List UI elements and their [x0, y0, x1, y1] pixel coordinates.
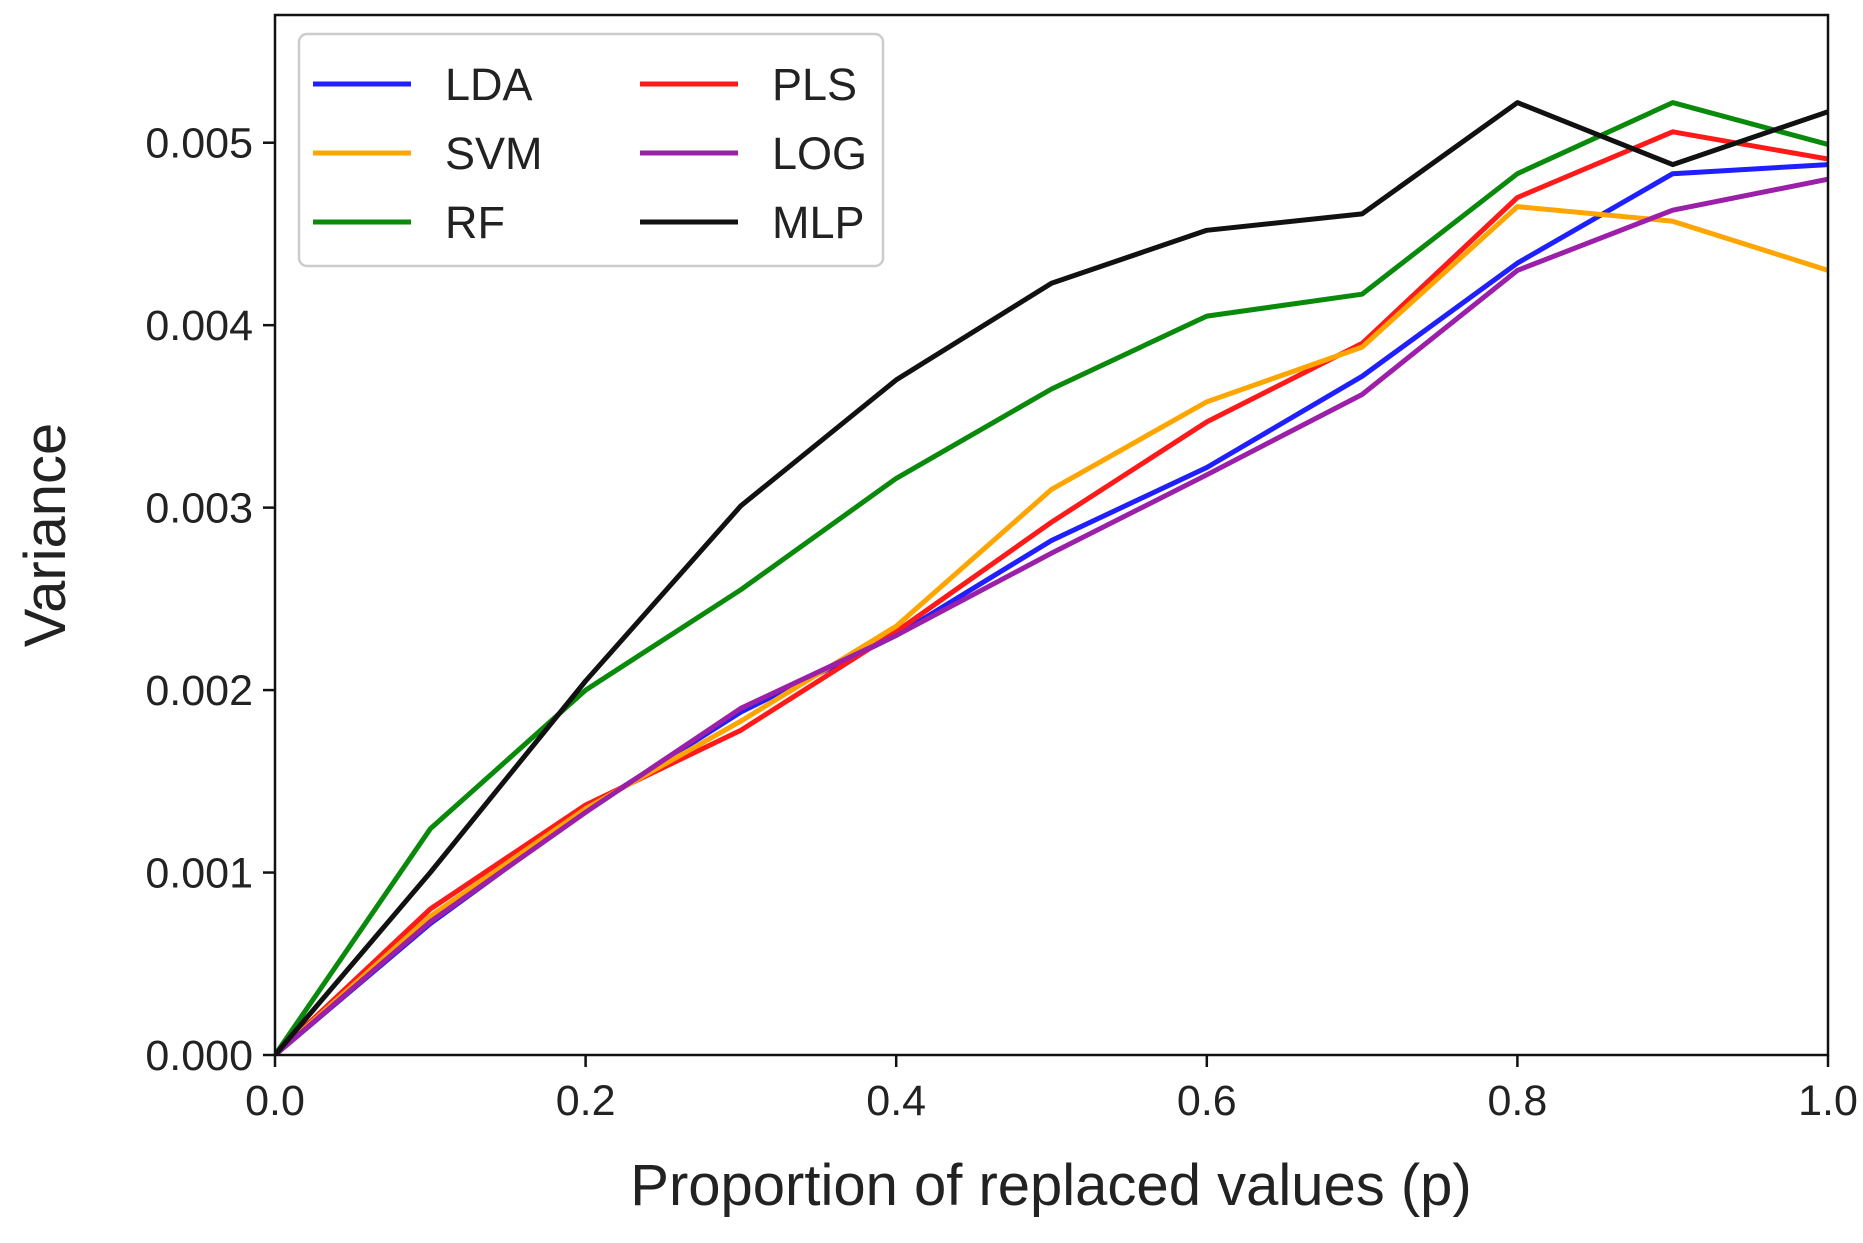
series-line-rf	[275, 100, 1828, 1055]
x-tick-label: 0.8	[1488, 1077, 1548, 1125]
y-axis-title: Variance	[13, 423, 78, 648]
tick-layer: 0.0 0.2 0.4 0.6 0.8 1.0 0.000 0.001 0.002 0.003 0.…	[145, 120, 1858, 1125]
legend-label-mlp: MLP	[772, 197, 865, 248]
series-layer	[275, 100, 1828, 1055]
series-line-svm	[275, 204, 1828, 1055]
y-tick-label: 0.004	[145, 302, 253, 350]
series-line-log	[275, 176, 1828, 1055]
series-line-pls	[275, 129, 1828, 1055]
legend-label-log: LOG	[772, 128, 867, 179]
legend: LDA SVM RF PLS LOG MLP	[297, 32, 885, 268]
y-tick-label: 0.002	[145, 667, 253, 715]
x-tick-label: 0.4	[866, 1077, 926, 1125]
x-tick-label: 0.2	[556, 1077, 616, 1125]
legend-label-lda: LDA	[445, 59, 533, 110]
legend-box	[297, 32, 885, 268]
y-tick-label: 0.000	[145, 1032, 253, 1080]
series-line-mlp	[275, 100, 1828, 1055]
x-tick-label: 1.0	[1798, 1077, 1858, 1125]
legend-label-svm: SVM	[445, 128, 543, 179]
x-tick-label: 0.0	[245, 1077, 305, 1125]
y-tick-label: 0.005	[145, 120, 253, 168]
legend-label-rf: RF	[445, 197, 505, 248]
series-line-lda	[275, 162, 1828, 1055]
x-tick-label: 0.6	[1177, 1077, 1237, 1125]
legend-label-pls: PLS	[772, 59, 857, 110]
y-tick-label: 0.001	[145, 850, 253, 898]
y-tick-label: 0.003	[145, 485, 253, 533]
x-axis-title: Proportion of replaced values (p)	[630, 1153, 1471, 1218]
plot-frame	[273, 13, 1830, 1057]
